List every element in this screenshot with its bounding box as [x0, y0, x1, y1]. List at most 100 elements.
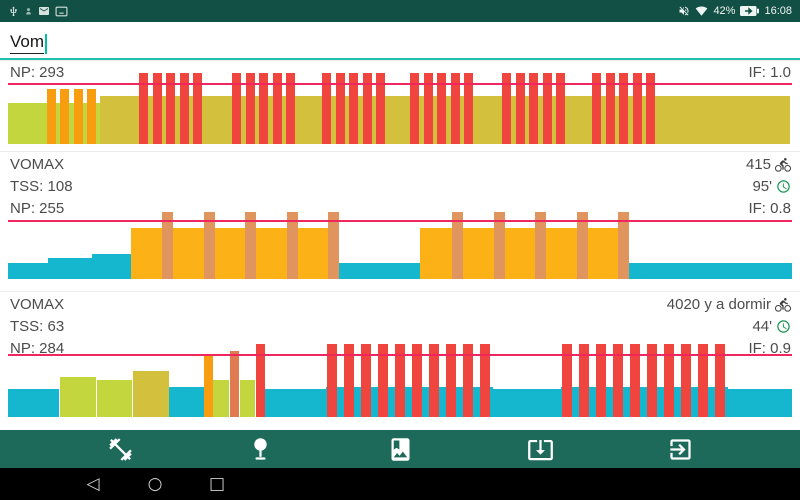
chart-bar	[152, 73, 162, 144]
download-icon	[527, 439, 553, 460]
chart-bar	[605, 73, 615, 144]
workout-type-label: VOMAX	[10, 296, 65, 313]
battery-charging-icon	[740, 6, 760, 16]
home-button[interactable]: ○	[144, 475, 166, 493]
chart-bar	[542, 73, 552, 144]
search-input[interactable]: Vom	[0, 22, 800, 60]
chart-bar	[73, 89, 83, 144]
chart-bar	[410, 73, 419, 144]
chart-bar	[412, 344, 422, 417]
chart-bar	[493, 212, 505, 279]
chart-bar	[579, 344, 589, 417]
notification-icon	[24, 7, 33, 16]
workout-name: 4020 y a dormir	[666, 296, 771, 313]
recents-button[interactable]: □	[206, 475, 228, 493]
chart-bar	[664, 344, 674, 417]
search-input-value: Vom	[10, 32, 45, 54]
chart-bar	[328, 212, 339, 279]
chart-bar	[362, 73, 372, 144]
np-line	[8, 83, 792, 85]
clock-icon	[777, 320, 790, 333]
chart-bar	[423, 73, 433, 144]
np-line	[8, 220, 792, 222]
status-bar: 42% 16:08	[0, 0, 800, 22]
chart-bar	[529, 73, 538, 144]
back-button[interactable]: ◁	[82, 475, 104, 493]
workout-chart	[0, 292, 800, 430]
chart-segment	[97, 380, 132, 417]
duration-row: 95'	[752, 178, 791, 195]
chart-segment	[169, 387, 204, 417]
chart-bar	[452, 212, 463, 279]
bike-icon	[775, 157, 791, 172]
screenshot-icon	[55, 6, 68, 17]
chart-bar	[592, 73, 601, 144]
chart-bar	[698, 344, 708, 417]
chart-segment	[627, 263, 792, 279]
chart-segment	[493, 389, 561, 417]
if-label: IF: 0.8	[748, 200, 791, 217]
duration-row: 44'	[752, 318, 791, 335]
chart-bar	[259, 73, 268, 144]
chart-bar	[619, 73, 628, 144]
exit-button[interactable]	[660, 432, 700, 466]
download-button[interactable]	[520, 432, 560, 466]
workout-panel-2[interactable]: VOMAX TSS: 108 NP: 255 415 95' IF: 0.8	[0, 151, 800, 291]
chart-bar	[322, 73, 331, 144]
clock-icon	[777, 180, 790, 193]
chart-bar	[203, 212, 215, 279]
chart-bar	[245, 212, 256, 279]
place-pin-icon	[253, 437, 267, 460]
chart-bar	[361, 344, 371, 417]
chart-segment	[8, 389, 59, 417]
chart-bar	[256, 344, 265, 417]
place-pin-button[interactable]	[240, 432, 280, 466]
chart-bar	[376, 73, 385, 144]
if-label: IF: 1.0	[748, 64, 791, 81]
photo-album-icon	[391, 437, 409, 461]
tss-label: TSS: 63	[10, 318, 65, 335]
chart-bar	[245, 73, 255, 144]
usb-icon	[8, 5, 19, 17]
wifi-icon	[695, 5, 708, 17]
chart-bar	[272, 73, 282, 144]
workout-name: 415	[745, 156, 771, 173]
workout-panel-3[interactable]: VOMAX TSS: 63 NP: 284 4020 y a dormir 44…	[0, 291, 800, 430]
workout-type-label: VOMAX	[10, 156, 65, 173]
chart-segment	[213, 380, 229, 417]
chart-bar	[562, 344, 572, 417]
chart-bar	[480, 344, 490, 417]
chart-bar	[378, 344, 388, 417]
chart-bar	[86, 89, 96, 144]
if-label: IF: 0.9	[748, 340, 791, 357]
mute-icon	[678, 5, 690, 17]
duration: 44'	[752, 318, 772, 335]
status-bar-left	[8, 5, 68, 17]
workout-name-row: 4020 y a dormir	[667, 296, 791, 313]
chart-bar	[535, 212, 546, 279]
chart-bar	[349, 73, 358, 144]
duration: 95'	[752, 178, 772, 195]
chart-bar	[515, 73, 525, 144]
chart-bar	[715, 344, 725, 417]
chart-bar	[193, 73, 202, 144]
bike-icon	[775, 297, 791, 312]
workout-panel-1[interactable]: NP: 293 IF: 1.0	[0, 60, 800, 151]
chart-bar	[230, 351, 239, 417]
chart-segment	[728, 389, 792, 417]
photo-album-button[interactable]	[380, 432, 420, 466]
chart-bar	[576, 212, 588, 279]
chart-bar	[179, 73, 189, 144]
chart-bar	[47, 89, 56, 144]
chart-bar	[618, 212, 629, 279]
workout-chart	[0, 61, 800, 151]
fitness-button[interactable]	[100, 432, 140, 466]
chart-bar	[437, 73, 446, 144]
battery-percent: 42%	[713, 5, 736, 17]
chart-bar	[395, 344, 405, 417]
np-line	[8, 354, 792, 356]
workout-name-row: 415	[746, 156, 791, 173]
chart-bar	[463, 344, 473, 417]
chart-bar	[450, 73, 460, 144]
